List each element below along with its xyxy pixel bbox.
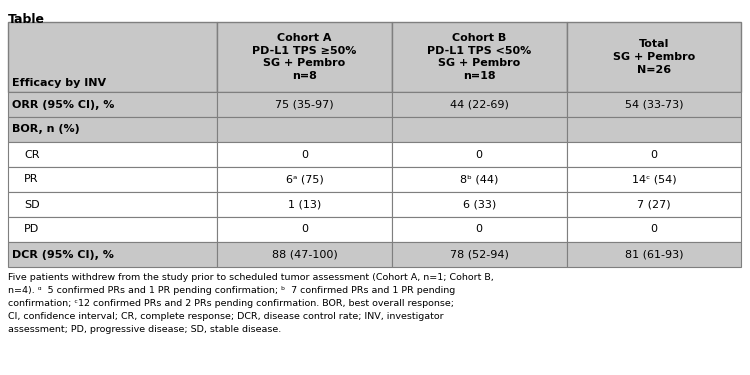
Bar: [392, 192, 566, 217]
Text: Cohort B
PD-L1 TPS <50%
SG + Pembro
n=18: Cohort B PD-L1 TPS <50% SG + Pembro n=18: [427, 33, 531, 81]
Text: assessment; PD, progressive disease; SD, stable disease.: assessment; PD, progressive disease; SD,…: [8, 325, 281, 334]
Text: 8ᵇ (44): 8ᵇ (44): [460, 174, 499, 184]
Text: 0: 0: [476, 225, 483, 234]
Bar: [566, 92, 741, 117]
Bar: [566, 217, 741, 242]
Text: 0: 0: [476, 150, 483, 159]
Bar: [392, 22, 566, 92]
Bar: [217, 117, 392, 142]
Bar: [566, 22, 741, 92]
Text: 81 (61-93): 81 (61-93): [625, 249, 683, 259]
Text: 44 (22-69): 44 (22-69): [450, 99, 509, 109]
Bar: [217, 217, 392, 242]
Bar: [566, 192, 741, 217]
Text: ORR (95% CI), %: ORR (95% CI), %: [12, 99, 114, 109]
Bar: [566, 142, 741, 167]
Text: Efficacy by INV: Efficacy by INV: [12, 78, 106, 88]
Text: BOR, n (%): BOR, n (%): [12, 124, 80, 135]
Text: 0: 0: [650, 150, 658, 159]
Bar: [566, 167, 741, 192]
Text: DCR (95% CI), %: DCR (95% CI), %: [12, 249, 114, 259]
Bar: [392, 242, 566, 267]
Text: 75 (35-97): 75 (35-97): [275, 99, 334, 109]
Text: 0: 0: [650, 225, 658, 234]
Text: SD: SD: [24, 200, 40, 210]
Text: 6ᵃ (75): 6ᵃ (75): [286, 174, 323, 184]
Text: 0: 0: [301, 225, 308, 234]
Bar: [8, 242, 217, 267]
Text: PD: PD: [24, 225, 39, 234]
Text: 88 (47-100): 88 (47-100): [272, 249, 338, 259]
Bar: [8, 117, 217, 142]
Text: CR: CR: [24, 150, 40, 159]
Text: Cohort A
PD-L1 TPS ≥50%
SG + Pembro
n=8: Cohort A PD-L1 TPS ≥50% SG + Pembro n=8: [252, 33, 357, 81]
Bar: [8, 22, 217, 92]
Bar: [8, 142, 217, 167]
Text: 54 (33-73): 54 (33-73): [625, 99, 683, 109]
Bar: [392, 167, 566, 192]
Text: PR: PR: [24, 174, 38, 184]
Text: Five patients withdrew from the study prior to scheduled tumor assessment (Cohor: Five patients withdrew from the study pr…: [8, 273, 494, 282]
Bar: [217, 92, 392, 117]
Bar: [217, 242, 392, 267]
Bar: [566, 117, 741, 142]
Text: Table: Table: [8, 13, 45, 26]
Bar: [8, 217, 217, 242]
Text: 1 (13): 1 (13): [288, 200, 321, 210]
Text: 6 (33): 6 (33): [463, 200, 496, 210]
Text: confirmation; ᶜ12 confirmed PRs and 2 PRs pending confirmation. BOR, best overal: confirmation; ᶜ12 confirmed PRs and 2 PR…: [8, 299, 454, 308]
Text: 78 (52-94): 78 (52-94): [450, 249, 509, 259]
Text: CI, confidence interval; CR, complete response; DCR, disease control rate; INV, : CI, confidence interval; CR, complete re…: [8, 312, 444, 321]
Text: 7 (27): 7 (27): [637, 200, 670, 210]
Bar: [8, 167, 217, 192]
Bar: [392, 117, 566, 142]
Bar: [217, 192, 392, 217]
Bar: [217, 22, 392, 92]
Bar: [217, 142, 392, 167]
Bar: [8, 192, 217, 217]
Text: Total
SG + Pembro
N=26: Total SG + Pembro N=26: [613, 39, 695, 75]
Bar: [392, 217, 566, 242]
Text: n=4). ᵅ 5 confirmed PRs and 1 PR pending confirmation; ᵇ 7 confirmed PRs and 1 P: n=4). ᵅ 5 confirmed PRs and 1 PR pending…: [8, 286, 455, 295]
Bar: [392, 92, 566, 117]
Text: 14ᶜ (54): 14ᶜ (54): [632, 174, 676, 184]
Text: 0: 0: [301, 150, 308, 159]
Bar: [566, 242, 741, 267]
Bar: [8, 92, 217, 117]
Bar: [392, 142, 566, 167]
Bar: [217, 167, 392, 192]
